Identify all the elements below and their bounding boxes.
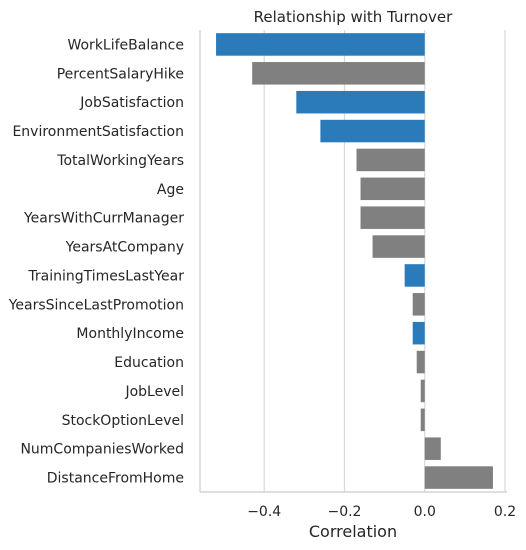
bar	[296, 90, 425, 114]
x-tick-label: 0.2	[494, 504, 516, 520]
category-label: YearsAtCompany	[65, 240, 184, 256]
x-tick-label: −0.2	[327, 504, 361, 520]
bars	[216, 33, 493, 489]
bar	[320, 119, 425, 143]
bar	[412, 321, 425, 345]
x-axis-label: Correlation	[309, 522, 397, 541]
bar	[412, 293, 425, 316]
category-label: JobLevel	[124, 384, 184, 400]
bar	[404, 264, 425, 287]
bar	[252, 62, 425, 85]
bar	[416, 350, 425, 374]
category-label: NumCompaniesWorked	[20, 442, 184, 458]
bar	[424, 437, 441, 460]
bar	[420, 408, 425, 432]
bar	[360, 177, 425, 201]
x-tick-label: 0.0	[414, 504, 436, 520]
category-label: EnvironmentSatisfaction	[12, 124, 184, 140]
x-axis	[199, 30, 507, 493]
category-label: StockOptionLevel	[62, 413, 184, 429]
x-tick-labels: −0.4 −0.2 0.0 0.2	[247, 504, 516, 520]
category-label: Age	[157, 182, 184, 198]
category-label: MonthlyIncome	[76, 326, 184, 342]
bar	[216, 33, 425, 56]
bar	[372, 235, 425, 258]
bar	[420, 379, 425, 403]
bar	[424, 466, 493, 489]
bar	[360, 206, 425, 229]
bar	[356, 148, 425, 172]
category-label: YearsWithCurrManager	[23, 211, 184, 227]
category-label: WorkLifeBalance	[67, 37, 184, 53]
x-tick-label: −0.4	[247, 504, 281, 520]
category-label: YearsSinceLastPromotion	[8, 297, 184, 313]
category-label: DistanceFromHome	[47, 471, 184, 487]
category-label: TotalWorkingYears	[56, 153, 184, 169]
category-label: JobSatisfaction	[79, 95, 184, 111]
chart-title: Relationship with Turnover	[254, 8, 454, 26]
category-labels: WorkLifeBalance PercentSalaryHike JobSatis…	[8, 37, 185, 486]
category-label: PercentSalaryHike	[57, 66, 184, 82]
category-label: TrainingTimesLastYear	[27, 268, 184, 284]
category-label: Education	[114, 355, 184, 371]
